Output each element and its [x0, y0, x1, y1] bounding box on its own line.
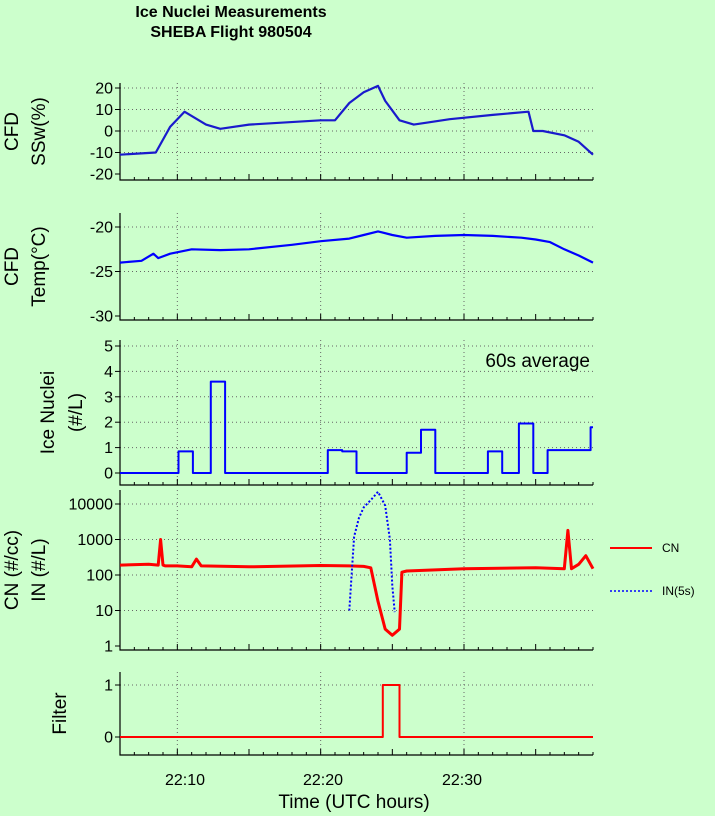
legend-cn-label: CN: [662, 541, 679, 555]
x-tick-label: 22:20: [303, 772, 343, 789]
y-axis-label: Temp(°C): [29, 226, 50, 306]
y-axis-label: (#/L): [66, 393, 87, 432]
y-tick-label: 10: [95, 603, 113, 620]
series-line-in5s: [348, 490, 396, 613]
series-line-panel3: [120, 380, 593, 474]
series-line-panel5: [120, 684, 593, 738]
y-tick-label: 2: [104, 415, 113, 432]
y-axis-label: Filter: [50, 692, 71, 735]
series-line-cn: [119, 528, 595, 637]
y-tick-label: 1000: [77, 532, 113, 549]
y-tick-label: 1: [104, 639, 113, 656]
y-axis-label: CN (#/cc): [2, 530, 23, 610]
panel-3: 5 4 3 2 1 0 Ice Nuclei (#/L) 60s average: [38, 339, 594, 486]
x-axis-label: Time (UTC hours): [278, 792, 429, 813]
y-tick-label: 20: [95, 81, 113, 98]
y-tick-label: 0: [104, 730, 113, 747]
y-tick-label: -20: [90, 220, 113, 237]
y-tick-label: 3: [104, 389, 113, 406]
series-line-panel1: [119, 84, 594, 156]
x-tick-label: 22:10: [165, 772, 205, 789]
panel-5: 1 0 Filter: [50, 672, 594, 756]
legend: CN IN(5s): [610, 541, 695, 598]
y-tick-label: 100: [86, 568, 113, 585]
y-tick-label: 10000: [69, 497, 114, 514]
y-axis-label: CFD: [2, 247, 23, 286]
annotation: 60s average: [485, 351, 590, 372]
y-tick-label: -10: [90, 145, 113, 162]
x-tick-label: 22:30: [442, 772, 482, 789]
y-tick-label: 0: [104, 466, 113, 483]
axis-frame: [119, 213, 593, 321]
title-line-2: SHEBA Flight 980504: [150, 24, 311, 41]
y-tick-label: -30: [90, 309, 113, 326]
y-axis-label: SSw(%): [29, 97, 50, 166]
title-line-1: Ice Nuclei Measurements: [135, 4, 326, 21]
y-tick-label: -20: [90, 167, 113, 184]
legend-in-label: IN(5s): [662, 584, 695, 598]
axis-frame: [119, 490, 593, 651]
y-axis-label: Ice Nuclei: [38, 371, 59, 454]
y-tick-label: 5: [104, 339, 113, 356]
y-axis-label: CFD: [2, 112, 23, 151]
panel-1: 20 10 0 -10 -20 CFD SSw(%): [2, 81, 594, 184]
y-tick-label: 10: [95, 102, 113, 119]
y-axis-label: IN (#/L): [29, 538, 50, 601]
y-tick-label: 4: [104, 364, 113, 381]
y-tick-label: -25: [90, 264, 113, 281]
panel-2: -20 -25 -30 CFD Temp(°C): [2, 213, 594, 326]
series-line-panel2: [119, 230, 594, 264]
y-tick-label: 1: [104, 440, 113, 457]
axis-frame: [119, 672, 593, 756]
y-tick-label: 1: [104, 678, 113, 695]
panel-4: 10000 1000 100 10 1 CN (#/cc) IN (#/L): [2, 490, 595, 656]
y-tick-label: 0: [104, 124, 113, 141]
